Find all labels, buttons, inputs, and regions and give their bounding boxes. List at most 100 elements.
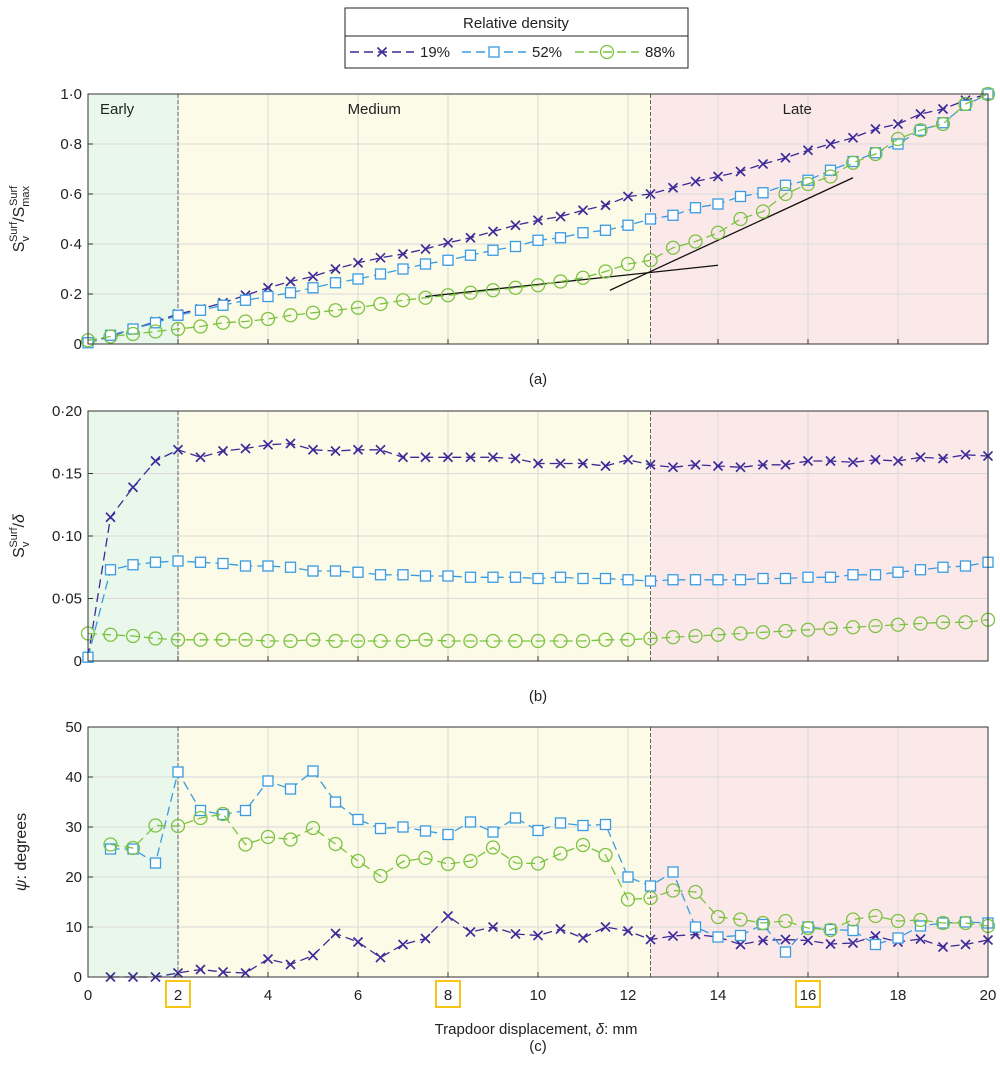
data-point-s1-6 [239,804,252,817]
data-point-s1-9 [284,287,297,299]
data-point-s0-38 [960,939,971,950]
panel-a: Early Medium Late00·20·40·60·81·0(a)SvSurf… [8,86,996,388]
phase-band-1 [178,94,651,344]
data-point-s1-17 [464,571,477,583]
data-point-s0-14 [397,452,409,463]
data-point-s1-11 [329,277,342,289]
data-point-s0-4 [195,964,206,975]
data-point-s0-13 [375,444,386,455]
data-point-s1-6 [217,557,229,570]
data-point-s2-20 [553,846,568,861]
data-point-s2-24 [620,256,636,272]
data-point-s2-8 [260,633,276,649]
x-tick-label-2: 4 [264,987,272,1004]
data-point-s1-26 [667,209,679,221]
data-point-s1-12 [374,822,387,835]
data-point-s2-35 [868,618,883,634]
data-point-s2-29 [733,211,748,227]
data-point-s2-14 [395,633,411,649]
data-point-s1-13 [374,268,387,280]
data-point-s2-4 [170,632,186,647]
y-tick-label-5: 50 [65,719,82,736]
data-point-s0-11 [330,445,341,457]
data-point-s2-15 [418,632,433,647]
data-point-s0-36 [892,118,904,130]
panel-label-a: (a) [529,371,547,388]
ylabel-main: S [11,242,28,253]
data-point-s2-7 [238,632,253,647]
y-tick-label-4: 0·8 [60,136,82,153]
data-point-s2-32 [800,176,816,192]
data-point-s0-26 [667,462,679,473]
ylabel-sup2: Surf [8,185,20,206]
data-point-s1-29 [734,574,747,586]
data-point-s2-25 [643,253,658,268]
data-point-s2-1 [103,627,118,642]
data-point-s1-35 [892,932,904,944]
data-point-s1-17 [464,249,477,261]
data-point-s0-15 [420,243,431,255]
x-tick-label-9: 18 [890,987,907,1004]
x-tick-label-5: 10 [530,987,547,1004]
data-point-s0-12 [375,952,386,963]
data-point-s1-14 [419,825,432,837]
data-point-s2-13 [373,296,388,312]
data-point-s1-30 [757,572,769,585]
data-point-s2-1 [103,329,118,344]
ylabel-sub: v [20,236,32,242]
data-point-s2-2 [125,326,141,342]
data-point-s1-35 [869,569,882,581]
data-point-s0-38 [937,103,949,115]
data-point-s0-36 [892,455,904,467]
data-point-s0-8 [262,439,274,450]
data-point-s1-24 [622,219,634,231]
data-point-s0-27 [690,459,701,470]
data-point-s1-7 [239,560,252,572]
data-point-s1-18 [487,244,499,256]
data-point-s1-18 [487,571,499,583]
data-point-s0-9 [285,438,296,449]
y-tick-label-0: 0 [74,336,82,353]
data-point-s0-33 [847,937,859,949]
data-point-s1-15 [419,258,432,270]
data-point-s0-34 [847,457,859,468]
data-point-s0-37 [937,941,949,953]
phase-band-2 [650,727,988,977]
data-point-s1-26 [667,574,679,586]
data-point-s1-25 [644,213,657,225]
data-point-s2-3 [148,631,163,646]
data-point-s1-3 [149,556,162,568]
data-point-s1-28 [734,929,747,942]
data-point-s2-30 [755,204,771,219]
y-tick-label-5: 1·0 [60,86,82,103]
data-point-s1-14 [397,263,409,275]
data-point-s2-6 [215,632,231,647]
data-point-s2-21 [575,837,591,853]
data-point-s0-1 [105,512,116,523]
data-point-s2-32 [823,922,838,938]
data-point-s0-28 [712,460,724,472]
data-point-s1-7 [239,294,252,306]
data-point-s0-15 [442,910,454,922]
data-point-s0-20 [532,215,544,226]
ylabel-text: : degrees [13,813,30,880]
data-point-s0-6 [217,445,229,457]
data-point-s0-13 [397,939,409,950]
ylabel-main2: S [11,207,28,218]
data-point-s2-3 [170,818,186,834]
data-point-s2-10 [305,632,321,647]
data-point-s0-4 [172,444,184,455]
data-point-s0-9 [285,276,296,287]
data-point-s1-16 [442,254,454,266]
legend-label-1: 52% [532,44,562,61]
data-point-s2-6 [238,837,253,852]
data-point-s0-10 [330,928,341,939]
data-point-s1-3 [149,317,162,329]
data-point-s1-19 [532,824,544,837]
data-point-s2-23 [598,632,613,647]
data-point-s0-2 [127,482,139,493]
data-point-s1-23 [599,572,612,585]
data-point-s2-0 [103,837,118,852]
data-point-s2-36 [913,912,928,928]
data-point-s1-25 [667,866,679,878]
